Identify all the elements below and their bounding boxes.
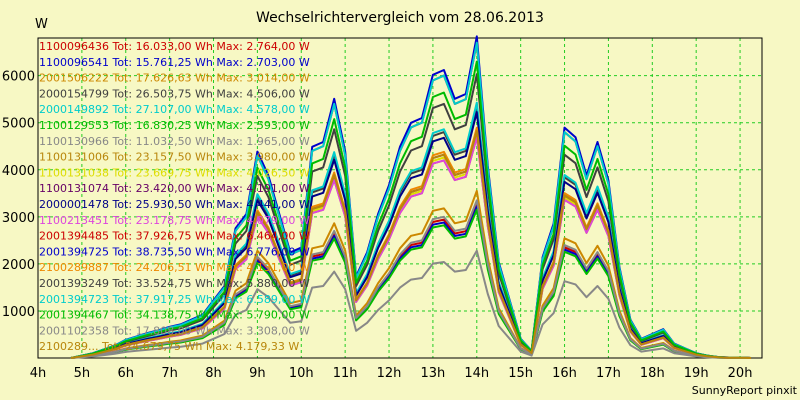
legend-entry: 2100289887 Tot: 24.206,51 Wh Max: 4.131,… — [39, 261, 310, 274]
legend-entry: 2001394485 Tot: 37.926,75 Wh Max: 6.464,… — [39, 230, 310, 243]
legend-entry: 1100213451 Tot: 23.178,75 Wh Max: 4.079,… — [39, 214, 310, 227]
x-tick-label: 16h — [552, 366, 577, 381]
legend-entry: 1100096436 Tot: 16.033,00 Wh Max: 2.764,… — [39, 40, 310, 53]
legend: 1100096436 Tot: 16.033,00 Wh Max: 2.764,… — [39, 40, 310, 353]
plot-area — [37, 37, 763, 359]
x-tick-label: 12h — [377, 366, 402, 381]
x-tick-label: 14h — [464, 366, 489, 381]
legend-entry: 2100289... Tot: 24.679,75 Wh Max: 4.179,… — [39, 340, 299, 353]
legend-entry: 2001394467 Tot: 34.138,75 Wh Max: 5.790,… — [39, 309, 310, 322]
series-layer — [70, 35, 752, 359]
x-tick-label: 10h — [289, 366, 314, 381]
x-tick-label: 8h — [205, 366, 222, 381]
x-tick-label: 19h — [684, 366, 709, 381]
x-tick-label: 18h — [640, 366, 665, 381]
x-tick-label: 5h — [74, 366, 91, 381]
footer-credit: SunnyReport pinxit — [692, 384, 798, 397]
x-tick-label: 13h — [421, 366, 446, 381]
y-tick-label: 3000 — [2, 211, 35, 226]
y-tick-label: 1000 — [2, 305, 35, 320]
legend-entry: 1100129553 Tot: 16.830,25 Wh Max: 2.593,… — [39, 119, 310, 132]
legend-entry: 1100131038 Tot: 23.669,75 Wh Max: 4.026,… — [39, 166, 310, 179]
legend-entry: 2000154799 Tot: 26.503,75 Wh Max: 4.506,… — [39, 87, 310, 100]
x-tick-label: 4h — [30, 366, 47, 381]
x-tick-label: 20h — [728, 366, 753, 381]
y-tick-label: 6000 — [2, 70, 35, 85]
legend-entry: 2001506222 Tot: 17.626,63 Wh Max: 3.014,… — [39, 72, 310, 85]
legend-entry: 1100131074 Tot: 23.420,00 Wh Max: 4.191,… — [39, 182, 310, 195]
legend-entry: 2001393249 Tot: 33.524,75 Wh Max: 5.880,… — [39, 277, 310, 290]
y-axis-unit-label: W — [35, 17, 48, 32]
y-tick-label: 4000 — [2, 164, 35, 179]
x-tick-label: 6h — [117, 366, 134, 381]
y-tick-label: 5000 — [2, 117, 35, 132]
x-axis: 4h 5h 6h 7h 8h 9h 10h 11h 12h 13h 14h 15h 16h 17h 18h 1… — [30, 366, 753, 381]
series-line — [70, 130, 752, 359]
y-tick-label: 2000 — [2, 258, 35, 273]
legend-entry: 1100130966 Tot: 11.032,50 Wh Max: 1.965,… — [39, 135, 310, 148]
x-tick-label: 15h — [508, 366, 533, 381]
legend-entry: 2001394723 Tot: 37.917,25 Wh Max: 6.589,… — [39, 293, 310, 306]
series-line — [70, 60, 752, 359]
legend-entry: 2000001478 Tot: 25.930,50 Wh Max: 4.441,… — [39, 198, 310, 211]
legend-entry: 1100096541 Tot: 15.761,25 Wh Max: 2.703,… — [39, 56, 310, 69]
series-line — [70, 249, 752, 359]
chart-title: Wechselrichtervergleich vom 28.06.2013 — [256, 10, 544, 26]
legend-entry: 2001394725 Tot: 38.735,50 Wh Max: 6.776,… — [39, 245, 310, 258]
legend-entry: 2000149892 Tot: 27.107,00 Wh Max: 4.578,… — [39, 103, 310, 116]
x-tick-label: 11h — [333, 366, 358, 381]
series-line — [70, 199, 752, 359]
x-tick-label: 17h — [596, 366, 621, 381]
x-tick-label: 9h — [249, 366, 266, 381]
legend-entry: 2001102358 Tot: 17.808,00 Wh Max: 3.308,… — [39, 324, 310, 337]
x-tick-label: 7h — [161, 366, 178, 381]
legend-entry: 1100131006 Tot: 23.157,50 Wh Max: 3.980,… — [39, 151, 310, 164]
y-axis: 1000 2000 3000 4000 5000 6000 — [2, 70, 35, 320]
